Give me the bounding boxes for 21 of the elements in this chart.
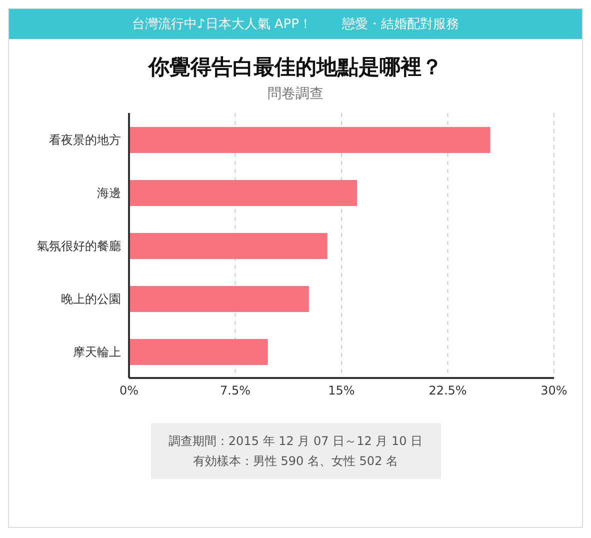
- text: 有効樣本：男性 590 名、女性 502 名: [192, 453, 400, 470]
- text: 調查期間：2015 年 12 月 07 日～12 月 10 日: [167, 433, 424, 450]
- chart-subtitle: 問卷調查: [266, 85, 324, 103]
- x-tick-label: 7.5%: [220, 384, 250, 398]
- chart-title: 你覺得告白最佳的地點是哪裡？: [146, 54, 444, 81]
- y-tick-label: 晚上的公園: [61, 292, 121, 306]
- bar: [129, 180, 358, 206]
- x-tick-label: 30%: [540, 384, 568, 398]
- text: 台灣流行中♪日本大人氣 APP！: [132, 16, 312, 33]
- bar: [129, 127, 490, 153]
- x-tick-label: 22.5%: [428, 384, 467, 398]
- y-tick-label: 看夜景的地方: [49, 132, 121, 147]
- x-tick-label: 0%: [119, 384, 139, 398]
- text: 戀愛・結婚配對服務: [342, 16, 459, 33]
- bar: [129, 286, 309, 312]
- bar: [129, 233, 328, 259]
- x-tick-label: 15%: [328, 384, 355, 398]
- bar: [129, 339, 268, 365]
- y-tick-label: 海邊: [97, 186, 121, 200]
- y-tick-label: 氣氛很好的餐廳: [37, 238, 121, 253]
- y-tick-label: 摩天輪上: [73, 344, 121, 359]
